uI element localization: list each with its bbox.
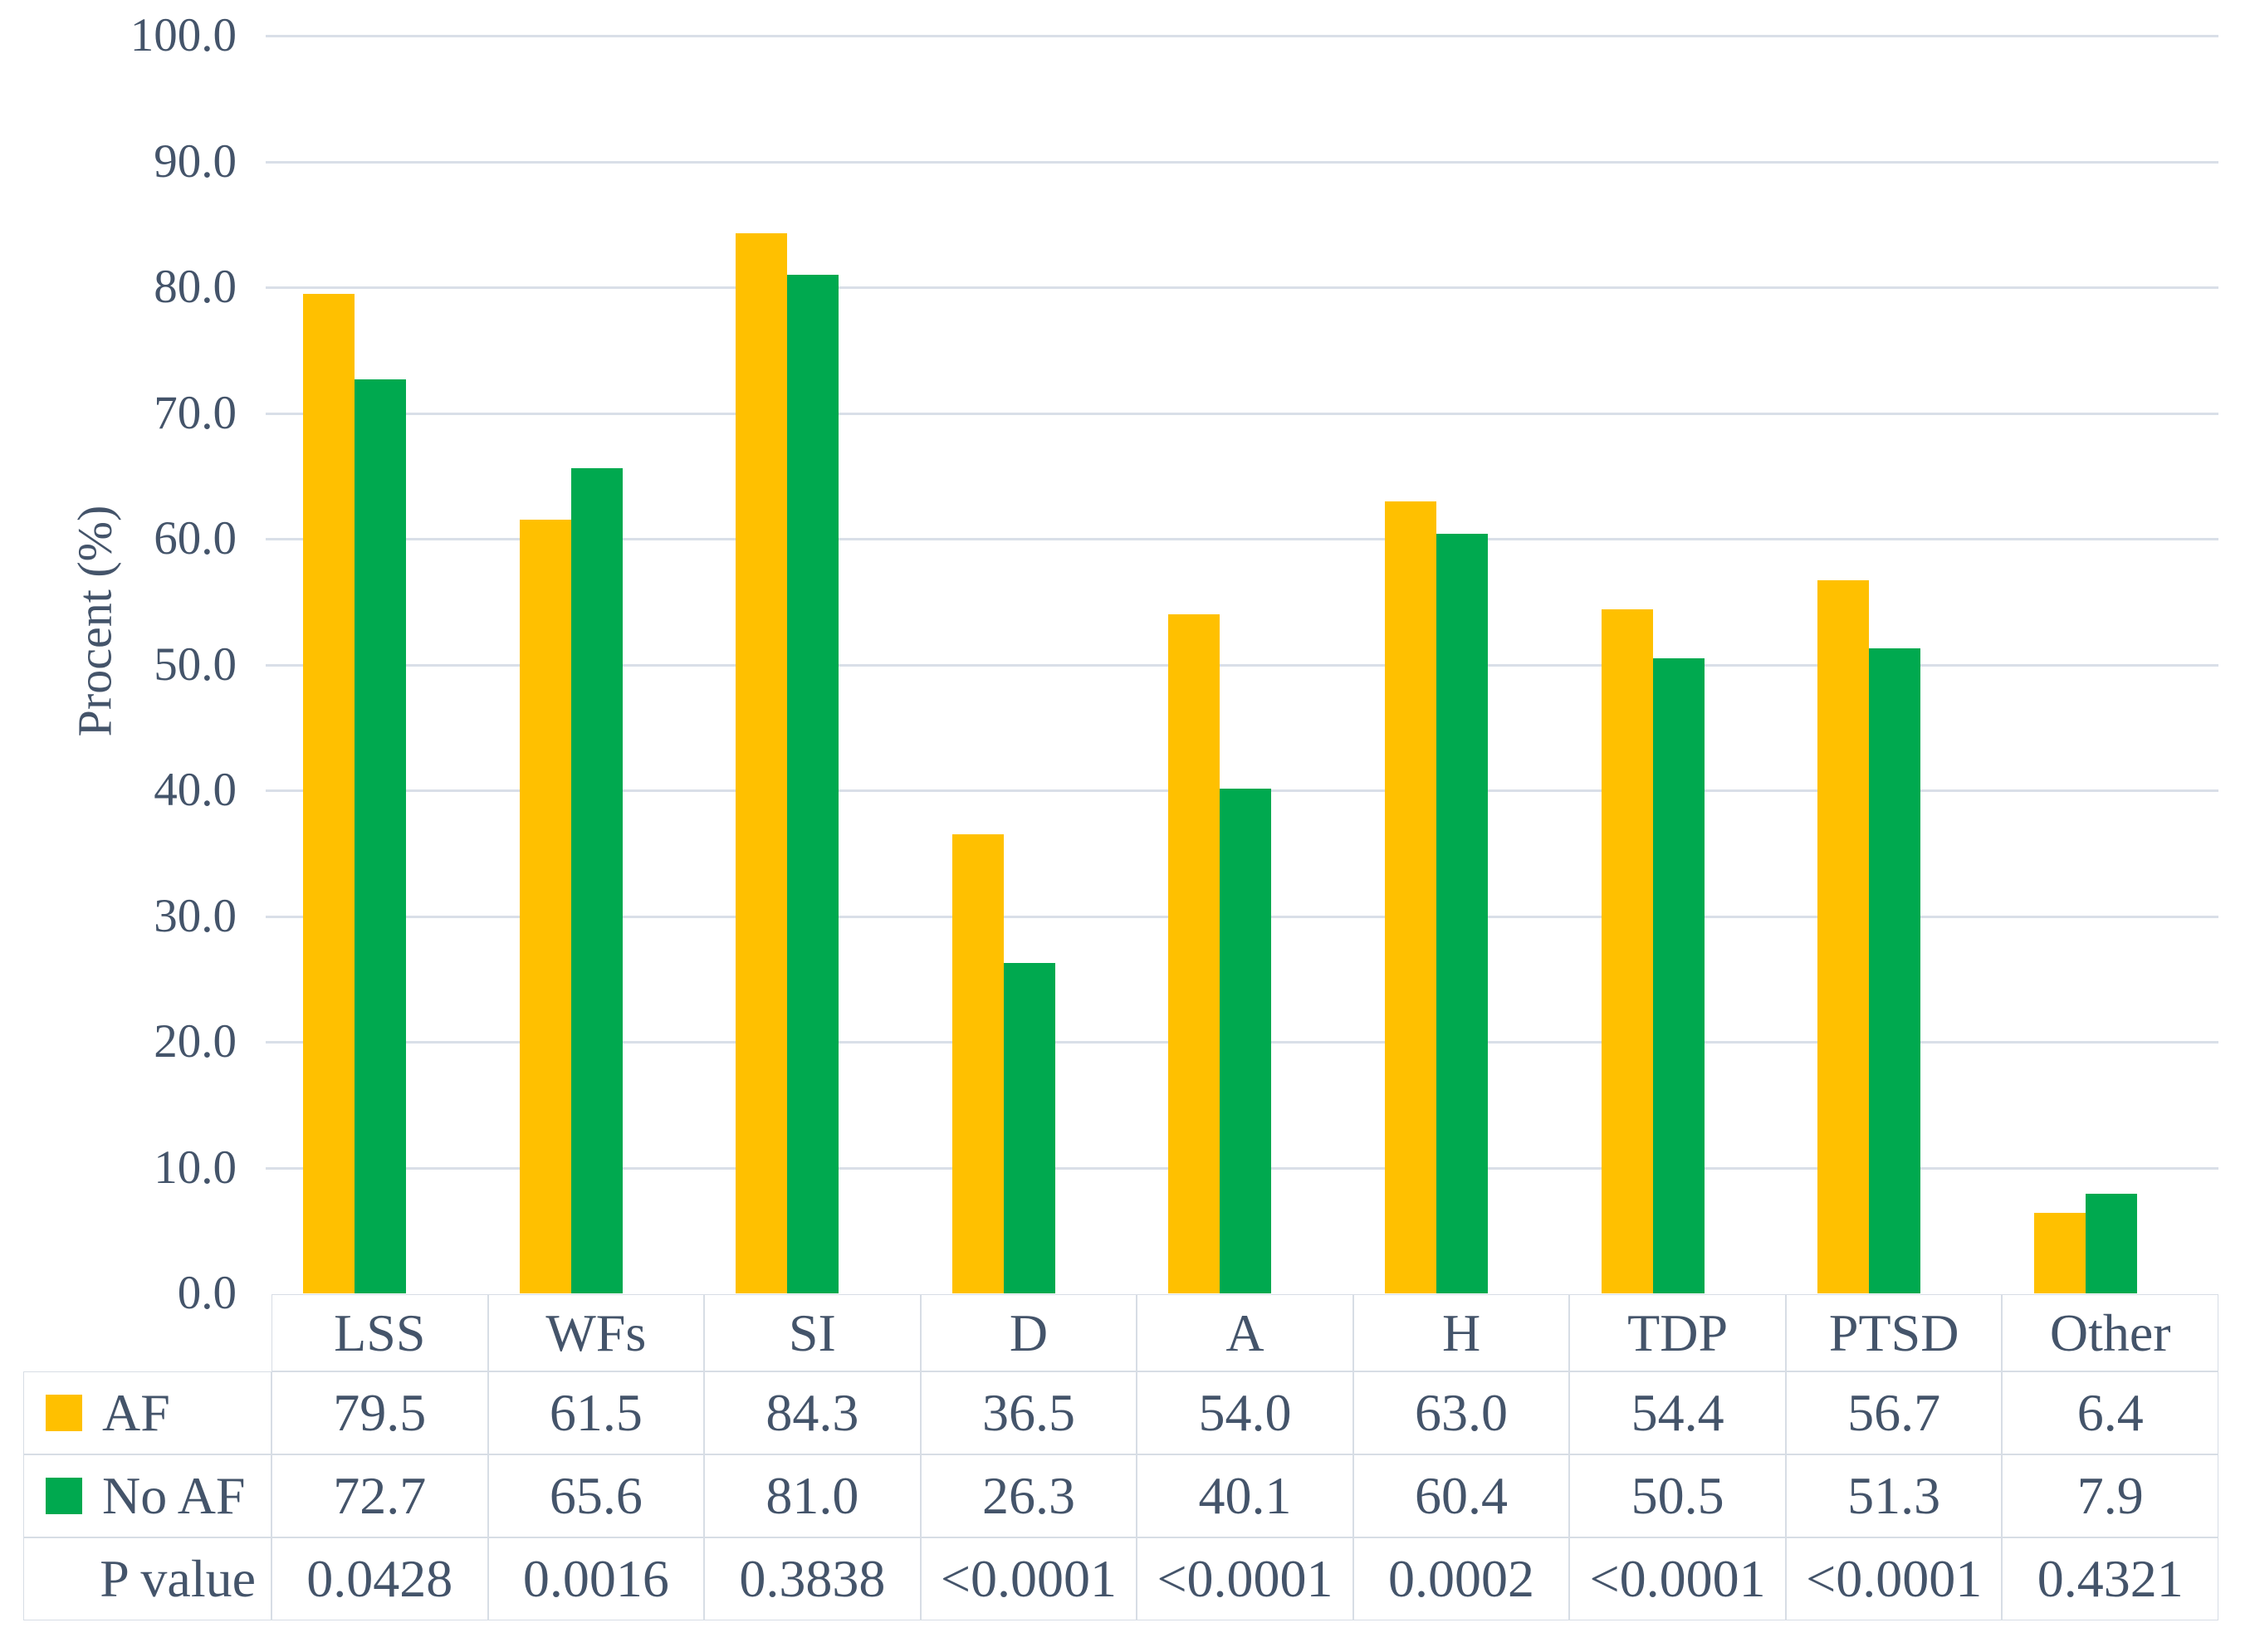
y-tick-label-30: 30.0: [154, 889, 237, 942]
table-value-no-af-lss: 72.7: [271, 1454, 488, 1537]
bar-af-other: [2033, 1213, 2086, 1293]
table-header-tdp: TDP: [1569, 1294, 1786, 1371]
table-value-no-af-a: 40.1: [1137, 1454, 1353, 1537]
bar-no-af-a: [1220, 789, 1272, 1293]
y-tick-label-90: 90.0: [154, 134, 237, 188]
bar-no-af-h: [1436, 533, 1489, 1293]
table-value-af-tdp: 54.4: [1569, 1371, 1786, 1454]
y-tick-label-80: 80.0: [154, 261, 237, 313]
table-header-si: SI: [704, 1294, 921, 1371]
gridline-100: [266, 35, 2218, 37]
plot-area: 0.0 10.0 20.0 30.0 40.0 50.0 60.0 70.0 80.0 90.0 1…: [130, 9, 2218, 1319]
bar-no-af-tdp: [1652, 657, 1705, 1293]
chart-data-table: LSS WFs SI D A H TDP PTSD Other AF 79.5 61.5 84.3 36.…: [23, 1294, 2218, 1620]
table-value-af-other: 6.4: [2002, 1371, 2218, 1454]
table-row-label-af: AF: [23, 1371, 271, 1454]
bar-af-wfs: [519, 520, 571, 1293]
table-value-no-af-tdp: 50.5: [1569, 1454, 1786, 1537]
legend-swatch-no-af: [46, 1478, 82, 1514]
bar-af-si: [736, 232, 788, 1293]
y-tick-label-20: 20.0: [154, 1015, 237, 1068]
y-tick-label-0: 0.0: [177, 1267, 237, 1319]
gridline-60: [266, 538, 2218, 540]
table-value-p-value-d: <0.0001: [920, 1537, 1137, 1620]
table-value-no-af-d: 26.3: [920, 1454, 1137, 1537]
table-value-af-d: 36.5: [920, 1371, 1137, 1454]
table-value-p-value-si: 0.3838: [704, 1537, 921, 1620]
y-tick-label-50: 50.0: [154, 638, 237, 691]
table-value-p-value-h: 0.0002: [1352, 1537, 1570, 1620]
bar-af-lss: [303, 293, 355, 1293]
table-header-lss: LSS: [271, 1294, 488, 1371]
table-corner-cell: [23, 1294, 271, 1371]
table-header-wfs: WFs: [487, 1294, 705, 1371]
table-value-p-value-tdp: <0.0001: [1569, 1537, 1786, 1620]
bar-no-af-d: [1003, 962, 1055, 1293]
bar-af-d: [951, 834, 1004, 1293]
table-value-af-h: 63.0: [1352, 1371, 1570, 1454]
y-tick-label-100: 100.0: [130, 9, 237, 61]
y-tick-label-60: 60.0: [154, 512, 237, 565]
table-header-ptsd: PTSD: [1785, 1294, 2003, 1371]
legend-label-af: AF: [102, 1383, 170, 1442]
gridline-70: [266, 412, 2218, 415]
table-value-af-wfs: 61.5: [487, 1371, 705, 1454]
table-value-no-af-ptsd: 51.3: [1785, 1454, 2003, 1537]
y-tick-label-40: 40.0: [154, 764, 237, 816]
gridline-50: [266, 663, 2218, 667]
bar-no-af-other: [2085, 1194, 2137, 1293]
table-value-no-af-wfs: 65.6: [487, 1454, 705, 1537]
table-row-label-p-value: P value: [23, 1537, 271, 1620]
table-value-p-value-lss: 0.0428: [271, 1537, 488, 1620]
gridline-80: [266, 286, 2218, 289]
bar-no-af-wfs: [570, 468, 623, 1293]
table-value-no-af-other: 7.9: [2002, 1454, 2218, 1537]
table-value-af-si: 84.3: [704, 1371, 921, 1454]
table-header-other: Other: [2002, 1294, 2218, 1371]
table-value-p-value-wfs: 0.0016: [487, 1537, 705, 1620]
y-tick-label-10: 10.0: [154, 1141, 237, 1194]
table-row-label-no-af: No AF: [23, 1454, 271, 1537]
table-header-a: A: [1137, 1294, 1353, 1371]
table-value-af-lss: 79.5: [271, 1371, 488, 1454]
gridline-90: [266, 160, 2218, 164]
table-value-no-af-h: 60.4: [1352, 1454, 1570, 1537]
bar-no-af-lss: [355, 379, 407, 1293]
table-value-no-af-si: 81.0: [704, 1454, 921, 1537]
table-header-d: D: [920, 1294, 1137, 1371]
legend-swatch-af: [46, 1395, 82, 1431]
table-value-af-a: 54.0: [1137, 1371, 1353, 1454]
legend-label-no-af: No AF: [102, 1466, 246, 1525]
bar-af-a: [1168, 613, 1220, 1293]
table-value-p-value-a: <0.0001: [1137, 1537, 1353, 1620]
bar-af-tdp: [1601, 609, 1653, 1293]
bar-no-af-si: [787, 274, 839, 1293]
table-value-p-value-ptsd: <0.0001: [1785, 1537, 2003, 1620]
y-tick-label-70: 70.0: [154, 386, 237, 439]
bar-af-ptsd: [1817, 579, 1870, 1293]
bar-af-h: [1385, 501, 1437, 1293]
bar-no-af-ptsd: [1869, 648, 1921, 1293]
table-value-af-ptsd: 56.7: [1785, 1371, 2003, 1454]
table-value-p-value-other: 0.4321: [2002, 1537, 2218, 1620]
table-header-h: H: [1352, 1294, 1570, 1371]
